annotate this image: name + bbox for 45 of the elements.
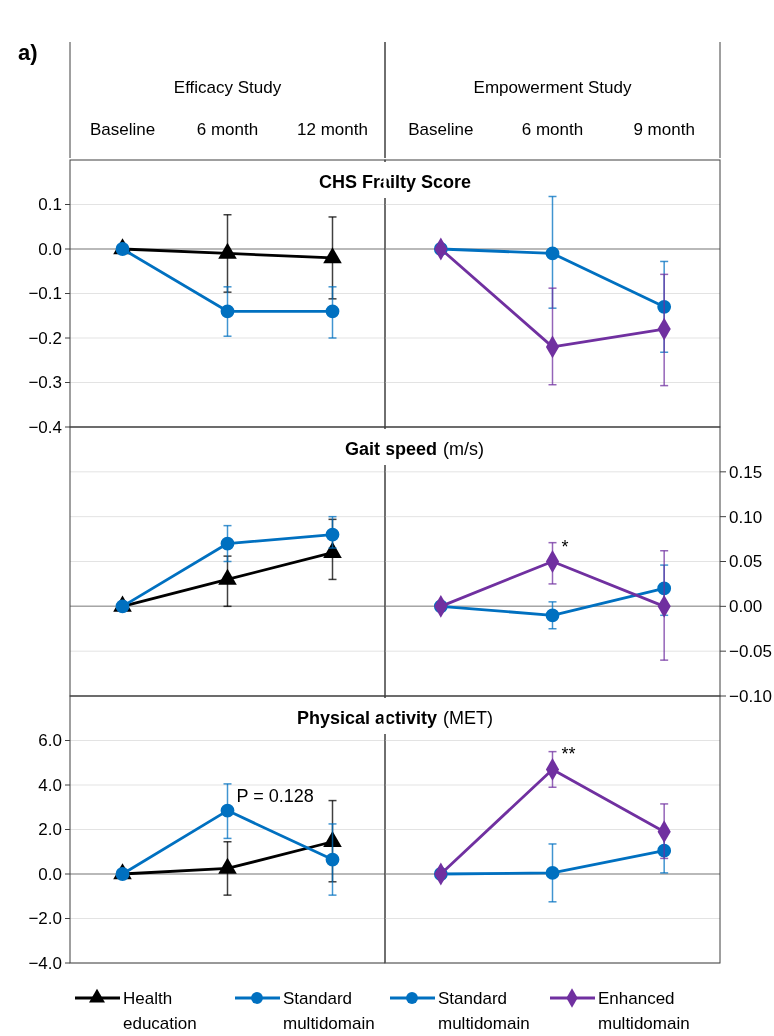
y-tick-label: 2.0 [38,820,62,840]
x-tick-label: Baseline [89,120,156,139]
point [220,536,235,551]
legend-label: Enhanced multidomain [598,988,690,1034]
y-tick-label: 6.0 [38,731,62,751]
point [325,527,340,542]
point [545,246,560,261]
text: (m/s) [443,439,484,459]
point [545,608,560,623]
y-tick-label: 0.10 [729,507,763,527]
x-tick-label: 9 month [633,120,695,139]
annotation: * [561,536,569,557]
y-tick-label: −2.0 [28,909,62,929]
x-tick-label: 6 month [196,120,259,139]
y-tick-label: −0.1 [28,284,62,304]
y-tick-label: 0.05 [729,552,763,572]
annotation: ** [561,744,576,765]
x-tick-label: 6 month [521,120,584,139]
legend-label: Standard multidomain [438,988,530,1034]
text: Empowerment Study [473,78,632,97]
y-tick-label: −0.05 [729,642,773,662]
x-tick-label: Baseline [408,120,474,139]
text: Efficacy Study [173,78,282,97]
y-tick-label: −0.10 [729,686,773,706]
y-tick-label: −0.2 [28,328,62,348]
point [218,568,237,585]
x-tick-label: 12 month [297,120,368,139]
y-tick-label: 0.0 [38,864,62,884]
text: (MET) [443,708,493,728]
y-tick-label: 0.00 [729,597,763,617]
annotation: P = 0.128 [236,785,314,806]
y-tick-label: 0.0 [38,239,62,259]
legend-label: Health education [123,988,197,1034]
text: Gait speed [344,439,437,459]
y-tick-label: −0.4 [28,417,62,437]
y-tick-label: 0.15 [729,462,763,482]
y-tick-label: 0.1 [38,195,62,215]
y-tick-label: 4.0 [38,775,62,795]
legend-label: Standard multidomain [283,988,375,1034]
y-tick-label: −0.3 [28,373,62,393]
point [545,865,560,880]
y-tick-label: −4.0 [28,953,62,973]
text: Physical activity [296,708,437,728]
text: a) [18,40,38,65]
text: CHS Frailty Score [318,172,472,192]
